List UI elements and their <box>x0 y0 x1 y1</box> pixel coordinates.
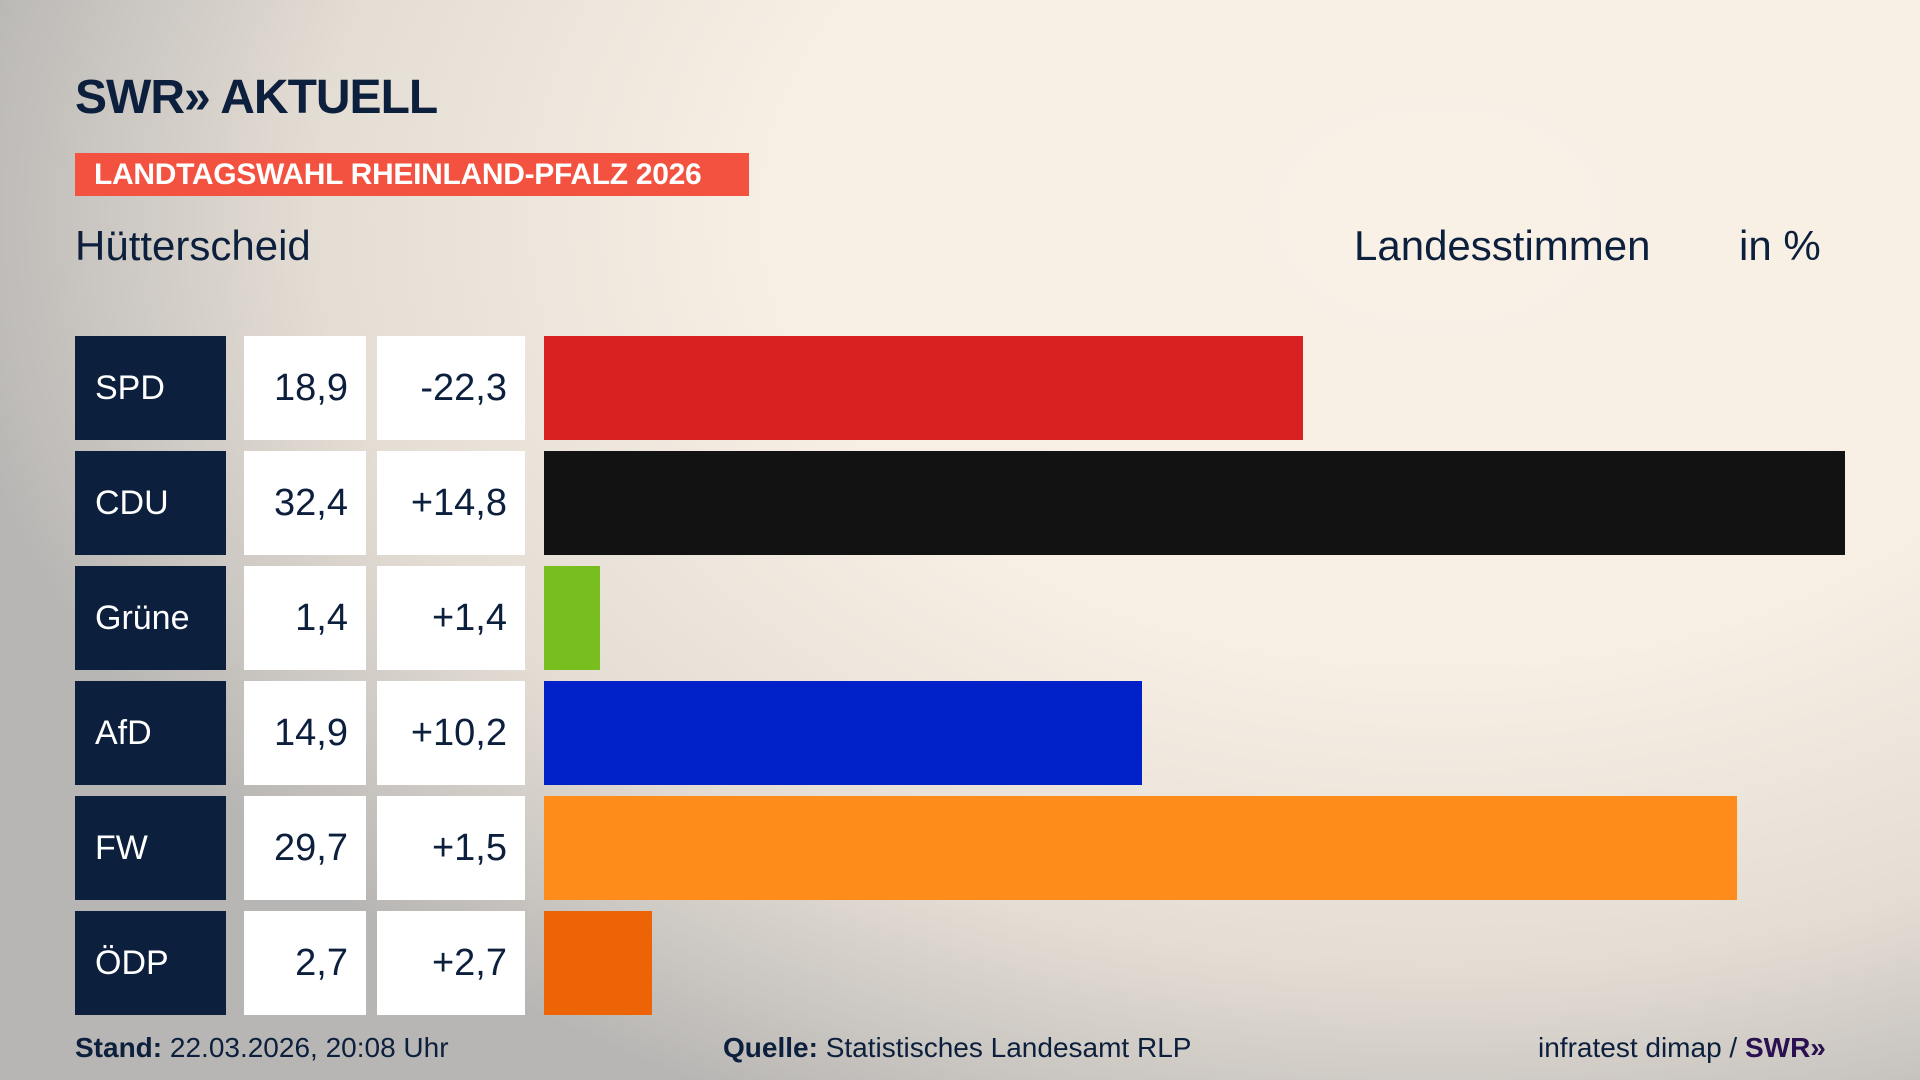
bar-row: SPD 18,9 -22,3 <box>0 336 1920 440</box>
bar <box>544 911 653 1015</box>
unit-label: in % <box>1739 222 1821 269</box>
party-label: ÖDP <box>75 911 226 1015</box>
bar-row: FW 29,7 +1,5 <box>0 796 1920 900</box>
bar-row: Grüne 1,4 +1,4 <box>0 566 1920 670</box>
party-label: FW <box>75 796 226 900</box>
bar-row: AfD 14,9 +10,2 <box>0 681 1920 785</box>
credit: infratest dimap / SWR» <box>1538 1032 1826 1064</box>
diff-label: +10,2 <box>377 681 525 785</box>
source: Quelle: Statistisches Landesamt RLP <box>723 1032 1191 1064</box>
value-label: 1,4 <box>244 566 366 670</box>
diff-label: +2,7 <box>377 911 525 1015</box>
diff-label: +1,4 <box>377 566 525 670</box>
credit-text: infratest dimap / <box>1538 1032 1745 1063</box>
stand: Stand: 22.03.2026, 20:08 Uhr <box>75 1032 449 1064</box>
bar <box>544 451 1845 555</box>
election-banner: LANDTAGSWAHL RHEINLAND-PFALZ 2026 <box>75 153 749 196</box>
bar <box>544 566 601 670</box>
party-label: Grüne <box>75 566 226 670</box>
bar-row: CDU 32,4 +14,8 <box>0 451 1920 555</box>
party-label: CDU <box>75 451 226 555</box>
value-label: 32,4 <box>244 451 366 555</box>
metric-label: Landesstimmen <box>1354 222 1651 269</box>
diff-label: +1,5 <box>377 796 525 900</box>
party-label: SPD <box>75 336 226 440</box>
swr-aktuell-logo: SWR» AKTUELL <box>75 71 438 124</box>
stand-value: 22.03.2026, 20:08 Uhr <box>169 1032 449 1063</box>
bar <box>544 336 1303 440</box>
value-label: 18,9 <box>244 336 366 440</box>
diff-label: +14,8 <box>377 451 525 555</box>
stand-label: Stand: <box>75 1032 163 1063</box>
source-value: Statistisches Landesamt RLP <box>825 1032 1192 1063</box>
value-label: 2,7 <box>244 911 366 1015</box>
bar <box>544 796 1737 900</box>
value-label: 14,9 <box>244 681 366 785</box>
value-label: 29,7 <box>244 796 366 900</box>
bar-row: ÖDP 2,7 +2,7 <box>0 911 1920 1015</box>
source-label: Quelle: <box>723 1032 818 1063</box>
diff-label: -22,3 <box>377 336 525 440</box>
swr-logo: SWR» <box>1744 1032 1826 1063</box>
bar <box>544 681 1143 785</box>
place-title: Hütterscheid <box>75 222 311 269</box>
party-label: AfD <box>75 681 226 785</box>
